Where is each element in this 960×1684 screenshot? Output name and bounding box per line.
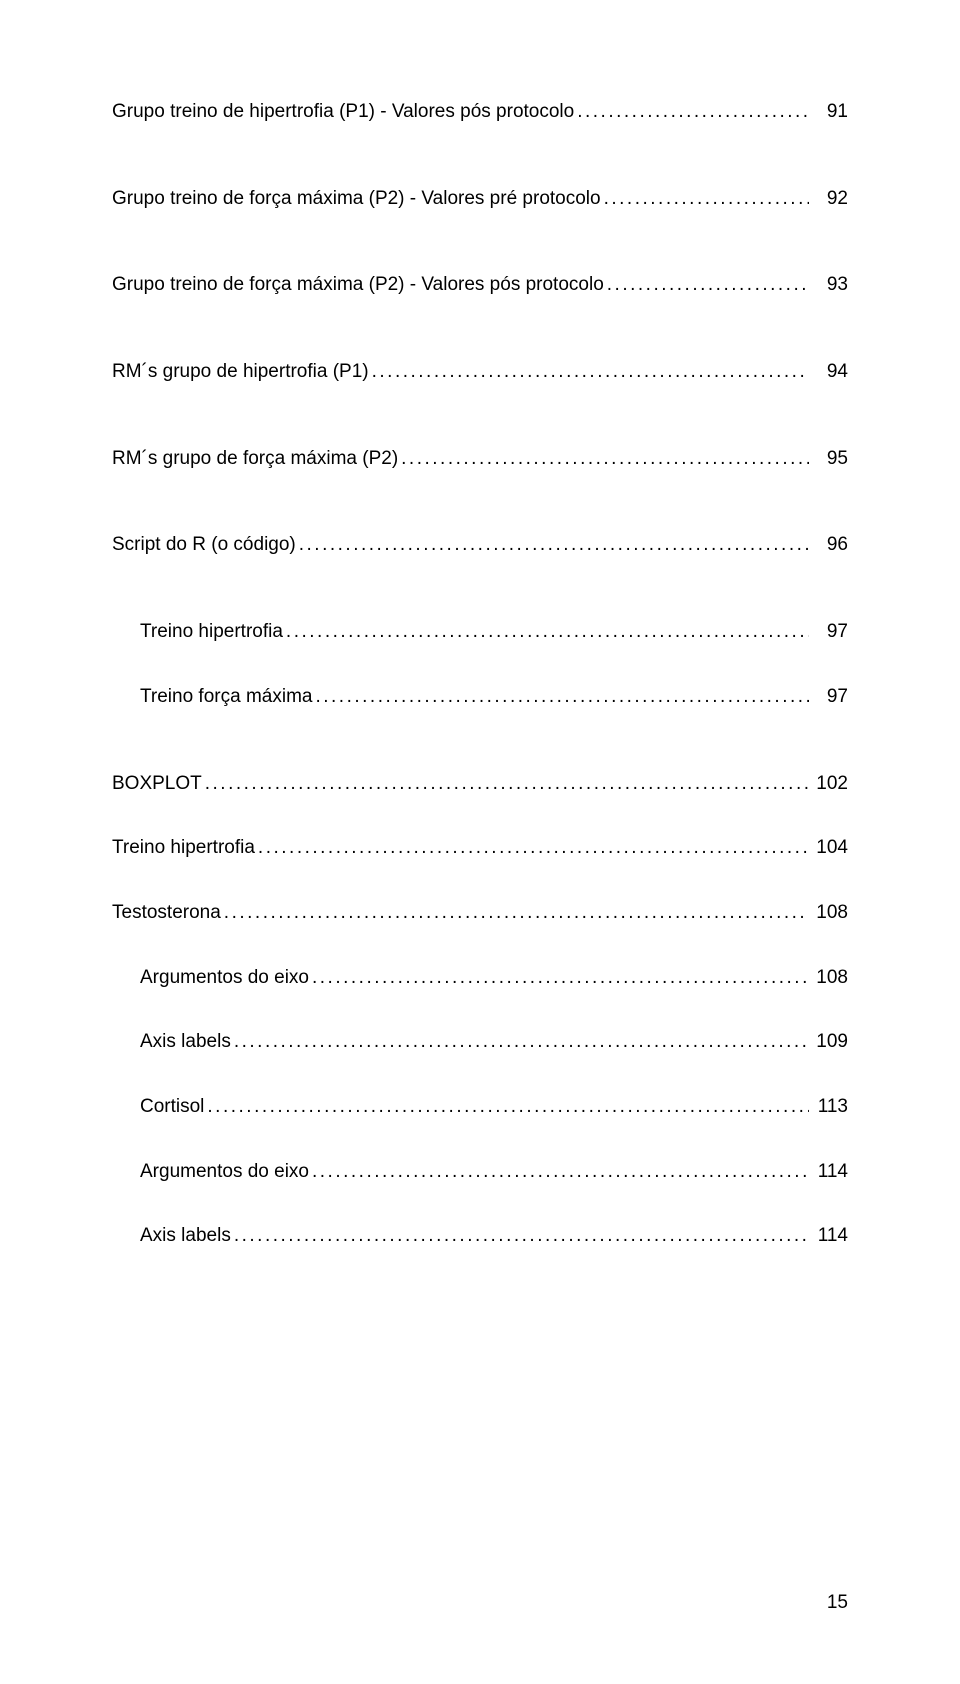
toc-leader	[205, 772, 809, 797]
toc-row: Cortisol 113	[112, 1095, 848, 1120]
toc-page-number: 108	[812, 901, 848, 926]
toc-label: Argumentos do eixo	[140, 1160, 309, 1185]
toc-leader	[207, 1095, 809, 1120]
toc-page-number: 114	[812, 1224, 848, 1249]
toc-leader	[401, 447, 809, 472]
toc-row: Treino força máxima 97	[112, 685, 848, 710]
toc-label: Treino hipertrofia	[140, 620, 283, 645]
toc-label: Axis labels	[140, 1030, 231, 1055]
toc-label: Testosterona	[112, 901, 221, 926]
toc-label: Grupo treino de hipertrofia (P1) - Valor…	[112, 100, 574, 125]
toc-row: Grupo treino de hipertrofia (P1) - Valor…	[112, 100, 848, 125]
toc-page-number: 109	[812, 1030, 848, 1055]
toc-row: Grupo treino de força máxima (P2) - Valo…	[112, 273, 848, 298]
toc-row: Script do R (o código) 96	[112, 533, 848, 558]
toc-row: RM´s grupo de força máxima (P2) 95	[112, 447, 848, 472]
toc-page-number: 95	[812, 447, 848, 472]
toc-page-number: 97	[812, 685, 848, 710]
toc-page-number: 92	[812, 187, 848, 212]
toc-row: Argumentos do eixo 114	[112, 1160, 848, 1185]
toc-label: Argumentos do eixo	[140, 966, 309, 991]
toc-leader	[258, 836, 809, 861]
toc-leader	[607, 273, 809, 298]
toc-label: BOXPLOT	[112, 772, 202, 797]
toc-page-number: 108	[812, 966, 848, 991]
page-number: 15	[827, 1592, 848, 1614]
page: Grupo treino de hipertrofia (P1) - Valor…	[0, 0, 960, 1684]
toc-leader	[234, 1224, 809, 1249]
toc-row: Treino hipertrofia 97	[112, 620, 848, 645]
toc-leader	[286, 620, 809, 645]
table-of-contents: Grupo treino de hipertrofia (P1) - Valor…	[112, 100, 848, 1249]
toc-page-number: 93	[812, 273, 848, 298]
toc-page-number: 102	[812, 772, 848, 797]
toc-row: Argumentos do eixo 108	[112, 966, 848, 991]
toc-row: Treino hipertrofia 104	[112, 836, 848, 861]
toc-row: Testosterona 108	[112, 901, 848, 926]
toc-label: Cortisol	[140, 1095, 204, 1120]
toc-row: BOXPLOT 102	[112, 772, 848, 797]
toc-leader	[372, 360, 809, 385]
toc-label: Grupo treino de força máxima (P2) - Valo…	[112, 273, 604, 298]
toc-label: Script do R (o código)	[112, 533, 296, 558]
toc-page-number: 97	[812, 620, 848, 645]
toc-page-number: 91	[812, 100, 848, 125]
toc-label: Treino força máxima	[140, 685, 312, 710]
toc-page-number: 114	[812, 1160, 848, 1185]
toc-leader	[577, 100, 809, 125]
toc-row: Axis labels 114	[112, 1224, 848, 1249]
toc-leader	[604, 187, 809, 212]
toc-row: Axis labels 109	[112, 1030, 848, 1055]
toc-leader	[299, 533, 809, 558]
toc-page-number: 104	[812, 836, 848, 861]
toc-page-number: 113	[812, 1095, 848, 1120]
toc-label: Treino hipertrofia	[112, 836, 255, 861]
toc-label: RM´s grupo de força máxima (P2)	[112, 447, 398, 472]
toc-page-number: 96	[812, 533, 848, 558]
toc-leader	[312, 966, 809, 991]
toc-leader	[234, 1030, 809, 1055]
toc-page-number: 94	[812, 360, 848, 385]
toc-leader	[224, 901, 809, 926]
toc-leader	[312, 1160, 809, 1185]
toc-label: Axis labels	[140, 1224, 231, 1249]
toc-row: RM´s grupo de hipertrofia (P1) 94	[112, 360, 848, 385]
toc-label: RM´s grupo de hipertrofia (P1)	[112, 360, 369, 385]
toc-row: Grupo treino de força máxima (P2) - Valo…	[112, 187, 848, 212]
toc-leader	[315, 685, 809, 710]
toc-label: Grupo treino de força máxima (P2) - Valo…	[112, 187, 601, 212]
